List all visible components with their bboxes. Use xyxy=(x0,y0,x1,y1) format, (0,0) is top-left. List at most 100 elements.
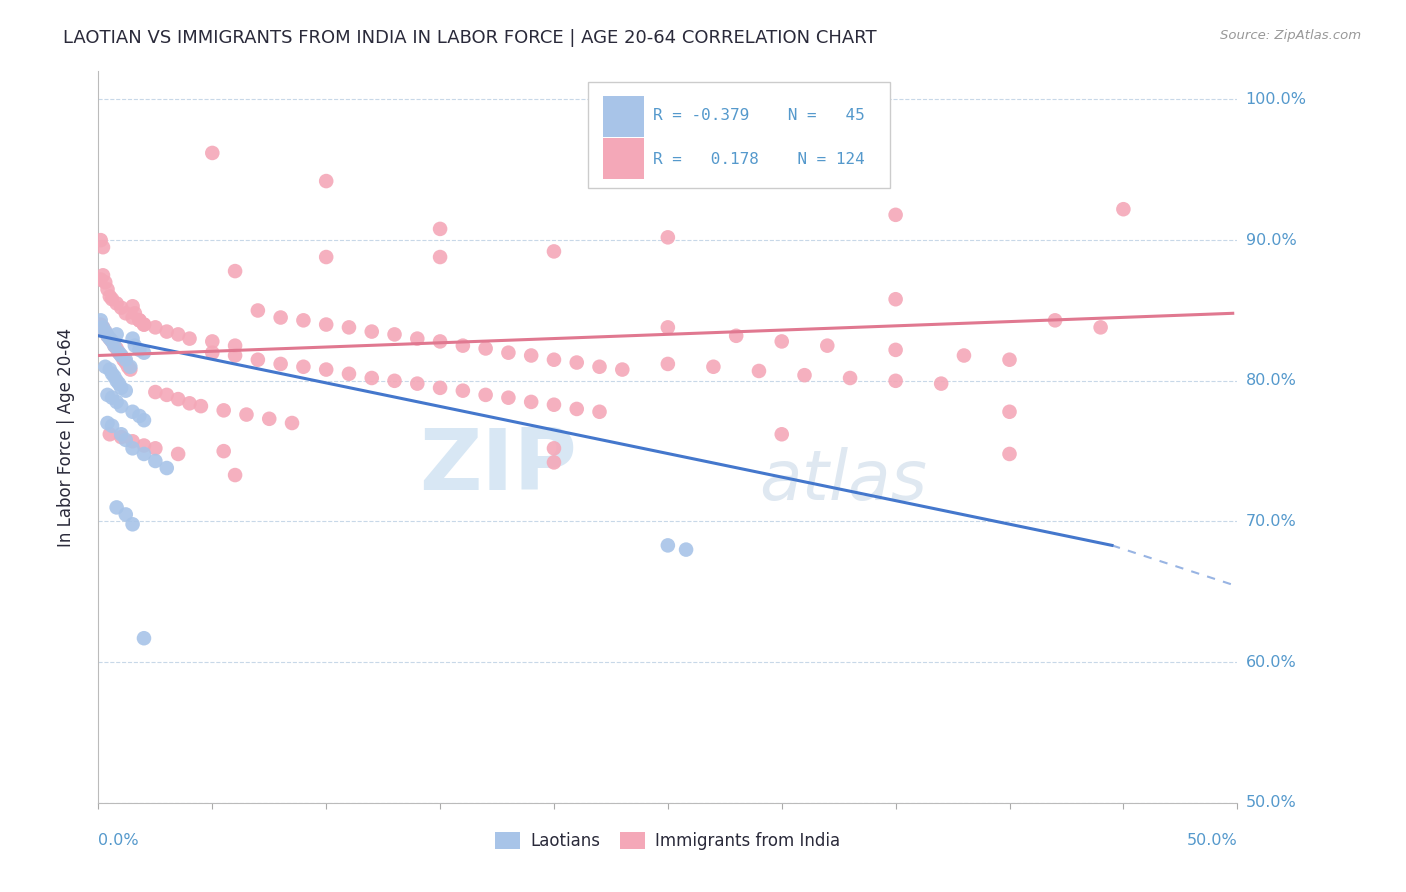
Point xyxy=(103,339,125,353)
Point xyxy=(90,318,112,332)
Point xyxy=(96,416,118,430)
Point xyxy=(839,371,862,385)
Point xyxy=(429,222,451,236)
Point xyxy=(96,388,118,402)
Point xyxy=(101,418,124,433)
Point xyxy=(101,334,124,349)
Point xyxy=(315,318,337,332)
Point xyxy=(105,342,128,356)
Point xyxy=(121,332,143,346)
Point xyxy=(675,542,697,557)
Point xyxy=(96,328,118,343)
Point xyxy=(1090,320,1112,334)
Point xyxy=(474,342,496,356)
Point xyxy=(167,392,190,406)
Point xyxy=(201,345,224,359)
Point xyxy=(565,401,588,416)
Point xyxy=(543,442,565,456)
Text: Source: ZipAtlas.com: Source: ZipAtlas.com xyxy=(1220,29,1361,43)
Point xyxy=(121,517,143,532)
Point xyxy=(91,240,114,254)
Point xyxy=(101,367,124,381)
Point xyxy=(110,349,132,363)
Point xyxy=(179,396,201,410)
Point xyxy=(190,399,212,413)
Point xyxy=(114,306,136,320)
Point xyxy=(108,345,131,359)
Point xyxy=(98,332,121,346)
Point xyxy=(384,374,406,388)
Point xyxy=(121,299,143,313)
Point xyxy=(315,174,337,188)
Point xyxy=(657,320,679,334)
Point xyxy=(90,233,112,247)
Point xyxy=(110,427,132,442)
Point xyxy=(114,352,136,367)
Text: 70.0%: 70.0% xyxy=(1246,514,1296,529)
Point xyxy=(212,403,235,417)
Point xyxy=(91,320,114,334)
FancyBboxPatch shape xyxy=(588,82,890,188)
Point xyxy=(98,289,121,303)
Point xyxy=(98,427,121,442)
Point xyxy=(128,409,150,423)
Point xyxy=(132,413,155,427)
Point xyxy=(201,334,224,349)
Point xyxy=(224,349,246,363)
Point xyxy=(156,325,179,339)
Point xyxy=(128,313,150,327)
Point xyxy=(94,325,117,339)
Point xyxy=(543,455,565,469)
Point xyxy=(929,376,952,391)
Point xyxy=(246,352,269,367)
Text: 90.0%: 90.0% xyxy=(1246,233,1296,248)
Point xyxy=(543,352,565,367)
Point xyxy=(498,345,520,359)
Point xyxy=(292,313,315,327)
Point xyxy=(998,447,1021,461)
Point xyxy=(110,349,132,363)
Point xyxy=(429,334,451,349)
Point xyxy=(103,339,125,353)
Point xyxy=(884,343,907,357)
Point xyxy=(156,388,179,402)
Text: ZIP: ZIP xyxy=(419,425,576,508)
Point xyxy=(167,327,190,342)
Text: 50.0%: 50.0% xyxy=(1246,796,1296,810)
Point xyxy=(224,339,246,353)
Point xyxy=(108,345,131,359)
Point xyxy=(498,391,520,405)
Y-axis label: In Labor Force | Age 20-64: In Labor Force | Age 20-64 xyxy=(56,327,75,547)
Point xyxy=(108,376,131,391)
Point xyxy=(588,359,610,374)
Point xyxy=(105,500,128,515)
Point xyxy=(451,384,474,398)
Text: 100.0%: 100.0% xyxy=(1246,92,1306,107)
Point xyxy=(212,444,235,458)
Point xyxy=(406,376,429,391)
Point xyxy=(224,468,246,483)
Point xyxy=(156,461,179,475)
Point xyxy=(543,244,565,259)
Point xyxy=(103,369,125,384)
Point xyxy=(145,320,167,334)
Point xyxy=(337,320,360,334)
Point xyxy=(132,318,155,332)
Text: 0.0%: 0.0% xyxy=(98,833,139,848)
Point xyxy=(429,381,451,395)
Text: LAOTIAN VS IMMIGRANTS FROM INDIA IN LABOR FORCE | AGE 20-64 CORRELATION CHART: LAOTIAN VS IMMIGRANTS FROM INDIA IN LABO… xyxy=(63,29,877,47)
Point xyxy=(360,325,382,339)
Point xyxy=(114,433,136,447)
Point xyxy=(884,374,907,388)
Point xyxy=(451,339,474,353)
Point xyxy=(105,327,128,342)
Point xyxy=(543,398,565,412)
Point xyxy=(91,268,114,283)
Point xyxy=(270,357,292,371)
Point xyxy=(101,334,124,349)
Point xyxy=(1112,202,1135,217)
Point xyxy=(770,334,793,349)
Point xyxy=(98,332,121,346)
Point xyxy=(612,362,634,376)
Point xyxy=(105,296,128,310)
